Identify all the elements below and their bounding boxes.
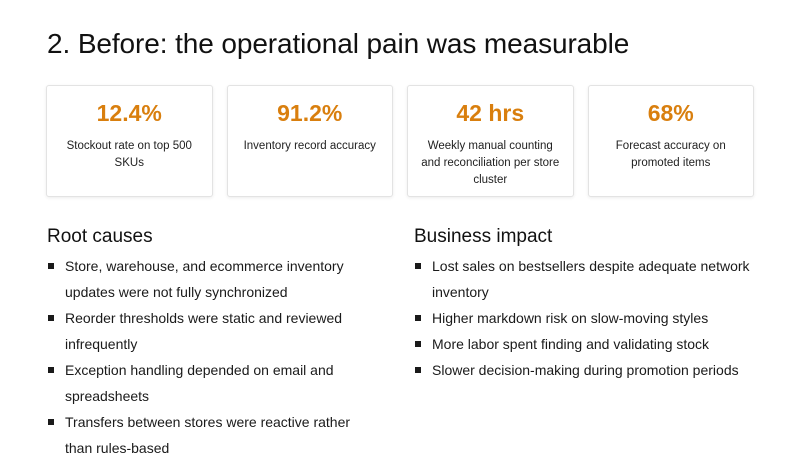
business-impact-list: Lost sales on bestsellers despite adequa… <box>414 253 754 383</box>
slide: 2. Before: the operational pain was meas… <box>46 28 754 456</box>
root-causes-list: Store, warehouse, and ecommerce inventor… <box>47 253 377 461</box>
list-item: Store, warehouse, and ecommerce inventor… <box>47 253 377 305</box>
metric-cards: 12.4% Stockout rate on top 500 SKUs 91.2… <box>46 85 754 197</box>
list-item-text: Transfers between stores were reactive r… <box>65 414 351 456</box>
list-item: Slower decision-making during promotion … <box>414 357 754 383</box>
list-item: Reorder thresholds were static and revie… <box>47 305 377 357</box>
business-impact-heading: Business impact <box>414 226 553 247</box>
metric-value: 42 hrs <box>456 100 525 126</box>
bullet-square-icon <box>415 315 421 321</box>
list-item: Exception handling depended on email and… <box>47 357 377 409</box>
slide-title: 2. Before: the operational pain was meas… <box>47 28 630 59</box>
metric-card-accuracy: 91.2% Inventory record accuracy <box>226 85 393 197</box>
metric-label: Forecast accuracy on promoted items <box>615 140 726 169</box>
list-item-text: Store, warehouse, and ecommerce inventor… <box>65 258 344 300</box>
metric-value: 91.2% <box>277 100 343 126</box>
list-item-text: Reorder thresholds were static and revie… <box>65 310 343 352</box>
list-item-text: Higher markdown risk on slow-moving styl… <box>432 310 709 326</box>
business-impact-section: Business impact Lost sales on bestseller… <box>414 226 754 383</box>
list-item-text: Slower decision-making during promotion … <box>432 362 739 378</box>
list-item-text: Exception handling depended on email and… <box>65 362 334 404</box>
root-causes-section: Root causes Store, warehouse, and ecomme… <box>47 226 377 461</box>
metric-card-manual-hours: 42 hrs Weekly manual counting and reconc… <box>407 85 574 197</box>
bullet-square-icon <box>48 367 54 373</box>
bullet-square-icon <box>415 367 421 373</box>
list-item: Transfers between stores were reactive r… <box>47 409 377 461</box>
list-item: Lost sales on bestsellers despite adequa… <box>414 253 754 305</box>
bullet-square-icon <box>48 263 54 269</box>
list-item: Higher markdown risk on slow-moving styl… <box>414 305 754 331</box>
root-causes-heading: Root causes <box>47 226 153 247</box>
metric-card-stockout: 12.4% Stockout rate on top 500 SKUs <box>46 85 213 197</box>
bullet-square-icon <box>48 315 54 321</box>
metric-value: 12.4% <box>96 100 162 126</box>
metric-label: Inventory record accuracy <box>243 140 376 152</box>
list-item: More labor spent finding and validating … <box>414 331 754 357</box>
metric-card-forecast: 68% Forecast accuracy on promoted items <box>587 85 754 197</box>
metric-value: 68% <box>647 100 694 126</box>
bullet-square-icon <box>415 341 421 347</box>
list-item-text: More labor spent finding and validating … <box>432 336 710 352</box>
metric-label: Weekly manual counting and reconciliatio… <box>421 140 560 186</box>
metric-label: Stockout rate on top 500 SKUs <box>66 140 192 169</box>
bullet-square-icon <box>415 263 421 269</box>
bullet-square-icon <box>48 419 54 425</box>
list-item-text: Lost sales on bestsellers despite adequa… <box>432 258 750 300</box>
